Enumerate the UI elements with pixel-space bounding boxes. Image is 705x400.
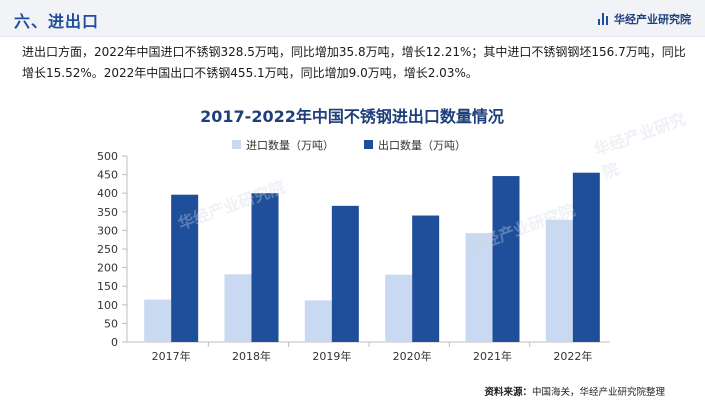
y-tick-label: 200 [97, 262, 118, 275]
bar-export [412, 215, 440, 342]
legend-label: 出口数量（万吨） [378, 138, 466, 152]
y-tick-label: 100 [97, 299, 118, 312]
y-tick-label: 50 [104, 317, 118, 330]
y-tick-label: 500 [97, 150, 118, 163]
legend-swatch [364, 140, 373, 149]
bar-export [492, 176, 520, 342]
chart-title: 2017-2022年中国不锈钢进出口数量情况 [200, 107, 504, 126]
bar-import [304, 300, 332, 342]
source-note: 资料来源：中国海关，华经产业研究院整理 [484, 384, 665, 398]
brand: 华经产业研究院 [598, 11, 691, 27]
legend-swatch [232, 140, 241, 149]
y-tick-label: 450 [97, 169, 118, 182]
bar-import [224, 274, 252, 342]
y-tick-label: 150 [97, 280, 118, 293]
bar-export [171, 194, 199, 342]
bar-export [572, 172, 600, 342]
x-tick-label: 2017年 [152, 349, 191, 363]
x-tick-label: 2022年 [553, 349, 592, 363]
legend-label: 进口数量（万吨） [246, 139, 334, 152]
y-tick-label: 400 [97, 187, 118, 200]
bar-import [385, 274, 413, 342]
x-tick-label: 2018年 [232, 349, 271, 363]
brand-name: 华经产业研究院 [614, 13, 691, 26]
section-title: 六、进出口 [14, 12, 100, 31]
source-label: 资料来源： [484, 387, 532, 398]
y-tick-label: 300 [97, 224, 118, 237]
x-tick-label: 2020年 [393, 349, 432, 363]
bar-import [144, 299, 172, 342]
header-bar: 六、进出口 华经产业研究院 [0, 0, 705, 37]
x-tick-label: 2021年 [473, 349, 512, 363]
source-text: 中国海关，华经产业研究院整理 [531, 387, 665, 398]
bar-import [545, 219, 573, 342]
y-tick-label: 350 [97, 206, 118, 219]
summary-paragraph: 进出口方面，2022年中国进口不锈钢328.5万吨，同比增加35.8万吨，增长1… [22, 45, 686, 80]
y-tick-label: 250 [97, 243, 118, 256]
bar-import [465, 233, 493, 342]
brand-logo-icon [598, 13, 608, 25]
bar-export [251, 193, 279, 342]
y-tick-label: 0 [111, 336, 118, 349]
x-tick-label: 2019年 [312, 349, 351, 363]
bar-export [331, 205, 359, 342]
